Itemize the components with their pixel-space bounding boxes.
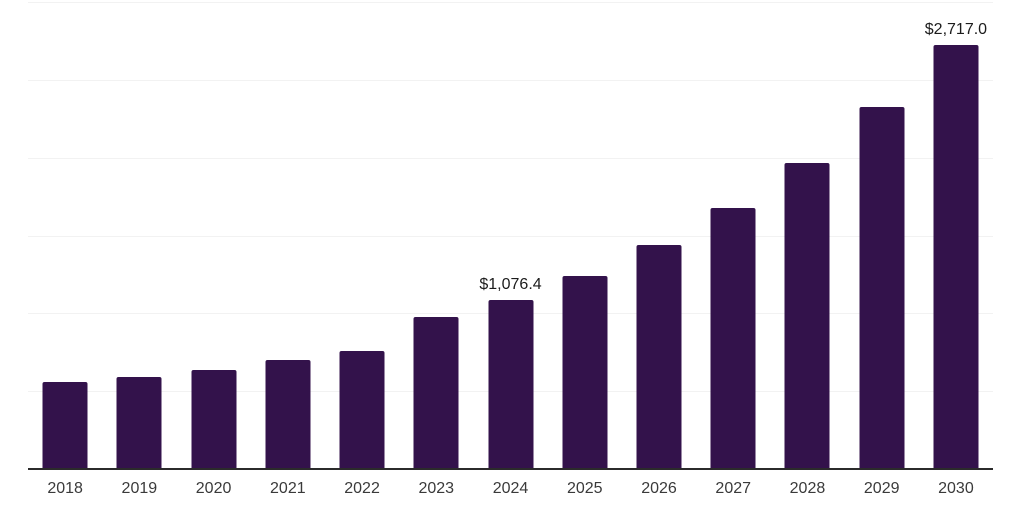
bar-band-2019 [102, 0, 176, 468]
gridline-3000 [28, 2, 993, 3]
x-axis-labels: 2018 2019 2020 2021 2022 2023 2024 2025 2026 2027… [28, 478, 993, 500]
x-tick-label-2018: 2018 [47, 480, 83, 497]
gridline-2000 [28, 157, 993, 159]
bars-layer: $1,076.4 $2,717.0 [28, 0, 993, 468]
bar-2025 [562, 276, 608, 468]
bar-2019 [116, 376, 162, 468]
x-axis-line [28, 468, 993, 470]
x-tick-label-2019: 2019 [121, 480, 158, 497]
x-tick-label-2021: 2021 [270, 480, 306, 497]
x-tick-label-2028: 2028 [789, 480, 826, 497]
bar-band-2022 [325, 0, 399, 468]
bar-2022 [339, 350, 385, 468]
bar-band-2028 [770, 0, 844, 468]
bar-2029 [859, 107, 905, 468]
bar-2023 [413, 316, 459, 468]
x-tick-label-2030: 2030 [938, 480, 974, 497]
bar-2030 [933, 45, 979, 468]
bar-band-2020 [176, 0, 250, 468]
gridline-2500 [28, 79, 993, 81]
bar-2027 [710, 208, 756, 468]
gridline-1500 [28, 235, 993, 237]
bar-band-2029 [845, 0, 919, 468]
bar-2028 [784, 163, 830, 468]
bar-value-label-2030: $2,717.0 [924, 21, 988, 39]
x-tick-label-2024: 2024 [492, 480, 529, 497]
bar-2024 [488, 300, 534, 468]
bar-2026 [636, 245, 682, 468]
bar-band-2025 [548, 0, 622, 468]
bar-band-2027 [696, 0, 770, 468]
bar-value-label-2024: $1,076.4 [479, 276, 542, 294]
x-tick-label-2029: 2029 [863, 480, 900, 497]
x-tick-label-2023: 2023 [418, 480, 455, 497]
bar-2018 [42, 382, 88, 468]
bar-band-2024: $1,076.4 [473, 0, 547, 468]
bar-2020 [191, 369, 237, 468]
x-tick-label-2027: 2027 [715, 480, 752, 497]
bar-band-2023 [399, 0, 473, 468]
x-tick-label-2022: 2022 [344, 480, 380, 497]
x-tick-label-2025: 2025 [566, 480, 603, 497]
x-tick-label-2026: 2026 [641, 480, 677, 497]
bar-band-2026 [622, 0, 696, 468]
bar-2021 [265, 359, 311, 468]
x-tick-label-2020: 2020 [195, 480, 232, 497]
bar-band-2021 [251, 0, 325, 468]
plot-area: $1,076.4 $2,717.0 [28, 0, 993, 470]
bar-band-2030: $2,717.0 [919, 0, 993, 468]
bar-band-2018 [28, 0, 102, 468]
